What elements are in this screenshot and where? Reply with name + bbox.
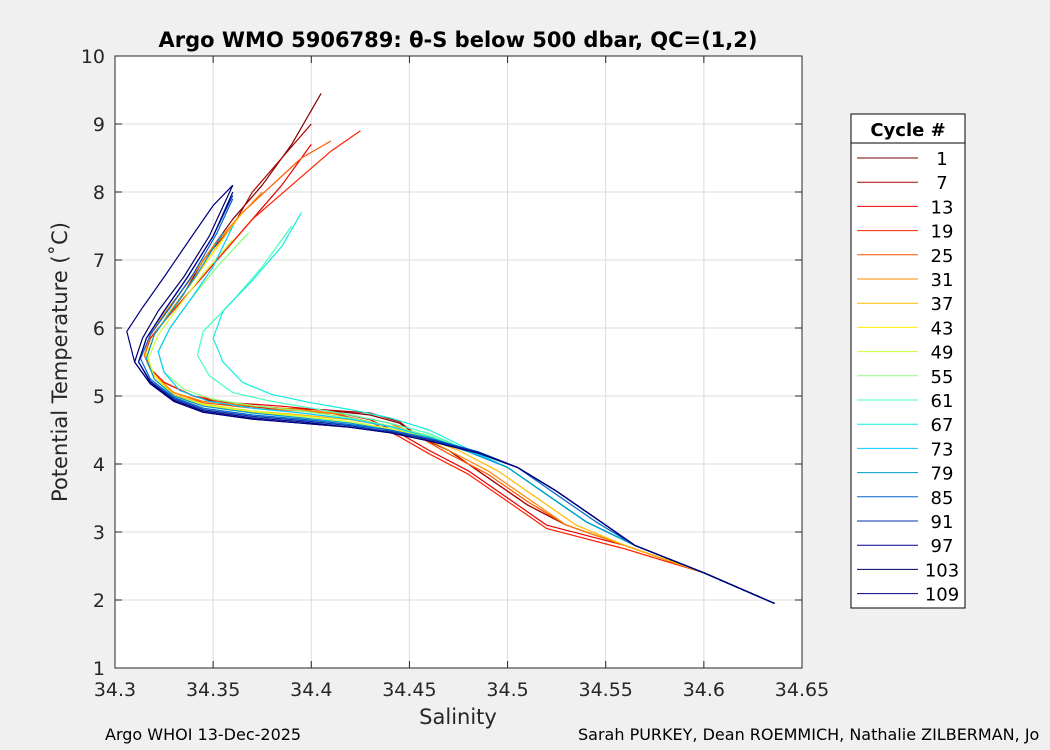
legend-label: 37 — [931, 294, 954, 315]
legend-label: 25 — [931, 246, 954, 267]
legend-label: 43 — [931, 318, 954, 339]
legend-label: 55 — [931, 367, 954, 388]
x-tick-label: 34.4 — [290, 679, 332, 701]
series-line-cycle-79 — [145, 232, 775, 604]
y-tick-label: 2 — [93, 590, 105, 612]
legend-label: 97 — [931, 536, 954, 557]
footer-right: Sarah PURKEY, Dean ROEMMICH, Nathalie ZI… — [578, 725, 1040, 744]
footer-left: Argo WHOI 13-Dec-2025 — [105, 725, 302, 744]
legend-label: 19 — [931, 222, 954, 243]
legend-label: 13 — [931, 197, 954, 218]
x-axis: 34.3 34.35 34.4 34.45 34.5 34.55 34.6 34.65 — [94, 56, 829, 701]
legend-label: 31 — [931, 270, 954, 291]
legend-label: 73 — [931, 439, 954, 460]
series-line-cycle-37 — [145, 212, 775, 604]
y-axis-label: Potential Temperature (˚C) — [48, 222, 72, 502]
series-line-cycle-109 — [126, 184, 775, 604]
series-line-cycle-85 — [139, 198, 775, 604]
legend-items: 1 7 13 19 25 31 37 43 49 55 61 67 73 79 85 91 97 103 109 — [857, 149, 959, 606]
legend-label: 49 — [931, 343, 954, 364]
legend-label: 1 — [936, 149, 947, 170]
series-layer — [126, 93, 775, 604]
x-tick-label: 34.3 — [94, 679, 136, 701]
x-tick-label: 34.65 — [775, 679, 829, 701]
y-tick-label: 5 — [93, 386, 105, 408]
x-tick-label: 34.55 — [579, 679, 633, 701]
legend-label: 109 — [925, 585, 959, 606]
y-tick-label: 9 — [93, 114, 105, 136]
x-tick-label: 34.35 — [186, 679, 240, 701]
legend-label: 67 — [931, 415, 954, 436]
y-tick-label: 1 — [93, 658, 105, 680]
legend-label: 7 — [936, 173, 947, 194]
y-tick-label: 7 — [93, 250, 105, 272]
legend-box — [850, 113, 966, 609]
legend-label: 103 — [925, 560, 959, 581]
plot-frame — [114, 55, 803, 669]
x-axis-label: Salinity — [419, 705, 497, 729]
y-tick-label: 4 — [93, 454, 105, 476]
legend: Cycle # 1 7 13 19 25 31 37 43 49 55 61 67 73 79 85 91 97… — [850, 113, 966, 609]
legend-label: 91 — [931, 512, 954, 533]
legend-label: 85 — [931, 488, 954, 509]
series-line-cycle-19 — [143, 130, 775, 604]
y-tick-label: 6 — [93, 318, 105, 340]
legend-title: Cycle # — [870, 120, 945, 141]
y-tick-label: 8 — [93, 182, 105, 204]
chart-title: Argo WMO 5906789: θ-S below 500 dbar, QC… — [159, 28, 758, 52]
x-tick-label: 34.6 — [683, 679, 725, 701]
x-tick-label: 34.5 — [486, 679, 528, 701]
plot-area — [115, 56, 802, 668]
legend-label: 61 — [931, 391, 954, 412]
x-tick-label: 34.45 — [382, 679, 436, 701]
y-tick-label: 3 — [93, 522, 105, 544]
y-axis: 1 2 3 4 5 6 7 8 9 10 — [81, 46, 802, 680]
legend-label: 79 — [931, 464, 954, 485]
y-tick-label: 10 — [81, 46, 105, 68]
